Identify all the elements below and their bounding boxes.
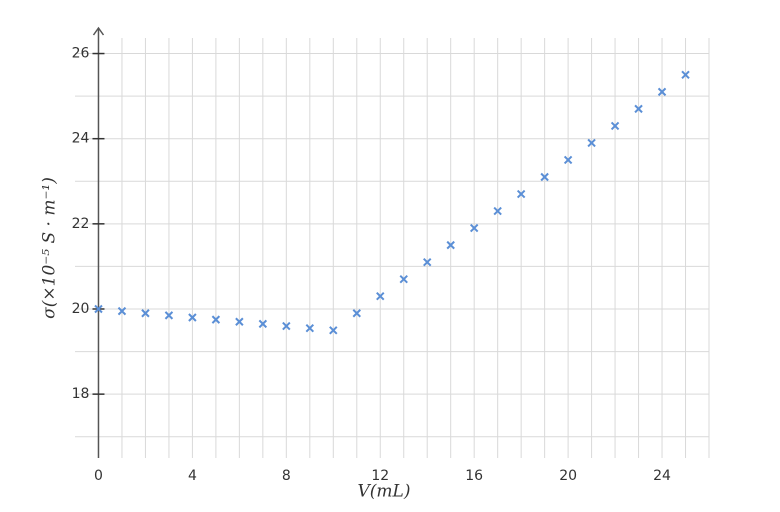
point	[563, 155, 573, 165]
point	[258, 319, 268, 329]
point	[329, 326, 338, 335]
point	[399, 274, 408, 284]
point	[516, 189, 526, 199]
point	[540, 172, 549, 182]
y-tick-label: 24	[72, 131, 90, 147]
point	[681, 70, 690, 80]
y-tick-label: 20	[72, 301, 90, 317]
point	[188, 313, 197, 322]
point	[211, 315, 221, 324]
x-tick-label: 24	[653, 468, 671, 484]
point	[469, 223, 479, 233]
point	[587, 138, 596, 148]
x-tick-label: 20	[559, 468, 577, 484]
x-tick-label: 12	[371, 468, 389, 484]
point	[94, 304, 103, 314]
y-tick-label: 26	[72, 46, 90, 62]
x-tick-label: 0	[94, 468, 103, 484]
y-tick-label: 18	[72, 386, 90, 402]
x-axis-label: V(mL)	[358, 482, 411, 502]
point	[164, 311, 174, 320]
point	[141, 309, 150, 318]
point	[376, 292, 385, 301]
point	[423, 257, 432, 267]
point	[117, 306, 127, 316]
point	[235, 317, 244, 326]
point	[305, 323, 315, 333]
point	[446, 240, 455, 250]
point	[634, 104, 643, 114]
x-tick-label: 8	[282, 468, 291, 484]
point	[282, 321, 291, 331]
x-tick-label: 16	[465, 468, 483, 484]
point	[610, 121, 620, 131]
x-tick-label: 4	[188, 468, 197, 484]
point	[493, 206, 502, 216]
y-axis-arrow	[92, 26, 105, 36]
y-tick-label: 22	[72, 216, 90, 232]
point	[657, 87, 667, 97]
point	[352, 309, 361, 318]
y-axis-label: σ(×10⁻⁵ S · m⁻¹)	[40, 177, 60, 319]
